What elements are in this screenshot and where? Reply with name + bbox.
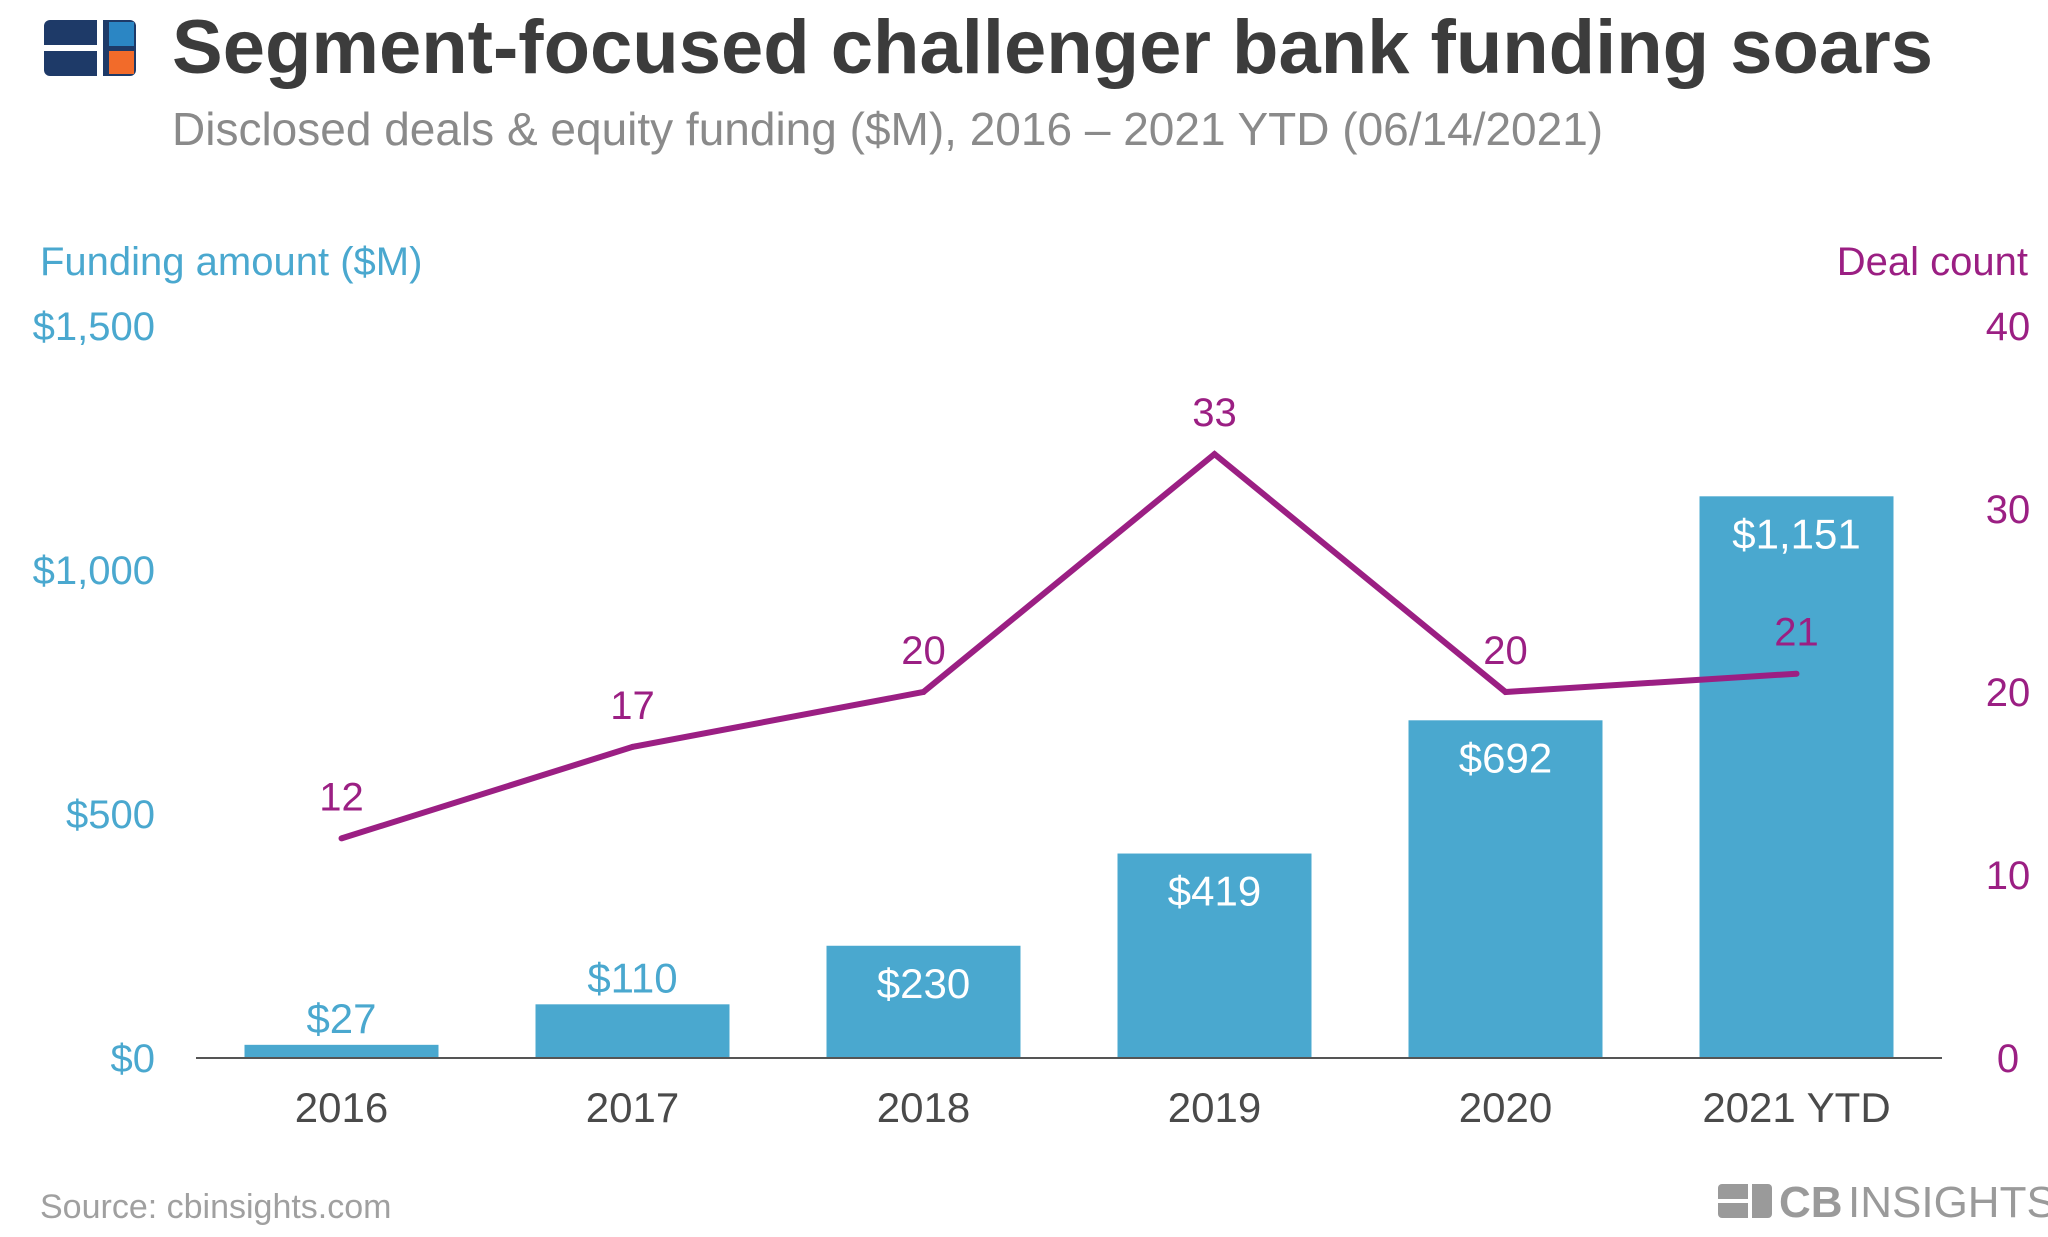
line-point [629, 743, 636, 750]
line-point [1502, 689, 1509, 695]
line-point [1793, 670, 1800, 677]
bar-data-label: $1,151 [1732, 510, 1860, 557]
bar [826, 945, 1021, 1058]
y-right-tick-label: 30 [1986, 488, 2031, 532]
y-left-axis-title: Funding amount ($M) [40, 240, 422, 284]
y-left-tick-label: $1,500 [33, 305, 155, 349]
brand-cb: CB [1779, 1178, 1843, 1227]
bar-data-label: $230 [877, 960, 970, 1007]
brand-logo-icon [1718, 1184, 1772, 1218]
y-right-tick-label: 0 [1997, 1037, 2019, 1081]
x-tick-label: 2016 [295, 1084, 388, 1131]
bar [1117, 853, 1312, 1058]
line-data-label: 33 [1192, 391, 1237, 435]
line-data-label: 17 [610, 684, 655, 728]
y-right-axis-title: Deal count [1837, 240, 2028, 284]
line-series [338, 450, 1800, 842]
y-right-ticks: 0 10 20 30 40 [1986, 305, 2031, 1081]
brand-insights: INSIGHTS [1848, 1178, 2048, 1227]
bar-data-label: $692 [1459, 734, 1552, 781]
y-left-tick-label: $500 [66, 793, 155, 837]
x-tick-label: 2018 [877, 1084, 970, 1131]
bar-data-label: $110 [587, 954, 677, 1001]
bar-data-label: $419 [1168, 868, 1261, 915]
bar-data-labels: $27 $110 $230 $419 $692 $1,151 [306, 510, 1860, 1042]
x-tick-label: 2017 [586, 1084, 679, 1131]
deal-count-line [340, 450, 1797, 842]
line-point [338, 835, 345, 842]
line-data-label: 12 [319, 775, 364, 819]
line-data-label: 20 [1483, 629, 1528, 673]
bar [1408, 720, 1603, 1058]
bar [535, 1004, 730, 1058]
y-right-tick-label: 10 [1986, 854, 2031, 898]
x-tick-labels: 2016 2017 2018 2019 2020 2021 YTD [295, 1084, 1891, 1131]
bar [244, 1044, 439, 1058]
x-tick-label: 2021 YTD [1702, 1084, 1890, 1131]
chart-title: Segment-focused challenger bank funding … [172, 5, 1933, 90]
line-data-labels: 12 17 20 33 20 21 [319, 391, 1819, 819]
y-left-tick-label: $1,000 [33, 549, 155, 593]
cb-logo-icon [44, 20, 136, 76]
bar-data-label: $27 [306, 995, 376, 1042]
bar-series [244, 496, 1894, 1058]
line-point [920, 689, 927, 695]
chart-subtitle: Disclosed deals & equity funding ($M), 2… [172, 103, 1603, 155]
bar [1699, 496, 1894, 1058]
line-data-label: 21 [1774, 611, 1819, 655]
y-left-ticks: $0 $500 $1,000 $1,500 [33, 305, 155, 1081]
y-right-tick-label: 40 [1986, 305, 2031, 349]
x-tick-label: 2019 [1168, 1084, 1261, 1131]
line-point [1211, 451, 1218, 458]
source-note: Source: cbinsights.com [40, 1188, 392, 1226]
y-right-tick-label: 20 [1986, 671, 2031, 715]
brand-wordmark: CB INSIGHTS [1718, 1178, 2048, 1227]
x-tick-label: 2020 [1459, 1084, 1552, 1131]
line-data-label: 20 [901, 629, 946, 673]
y-left-tick-label: $0 [111, 1037, 156, 1081]
